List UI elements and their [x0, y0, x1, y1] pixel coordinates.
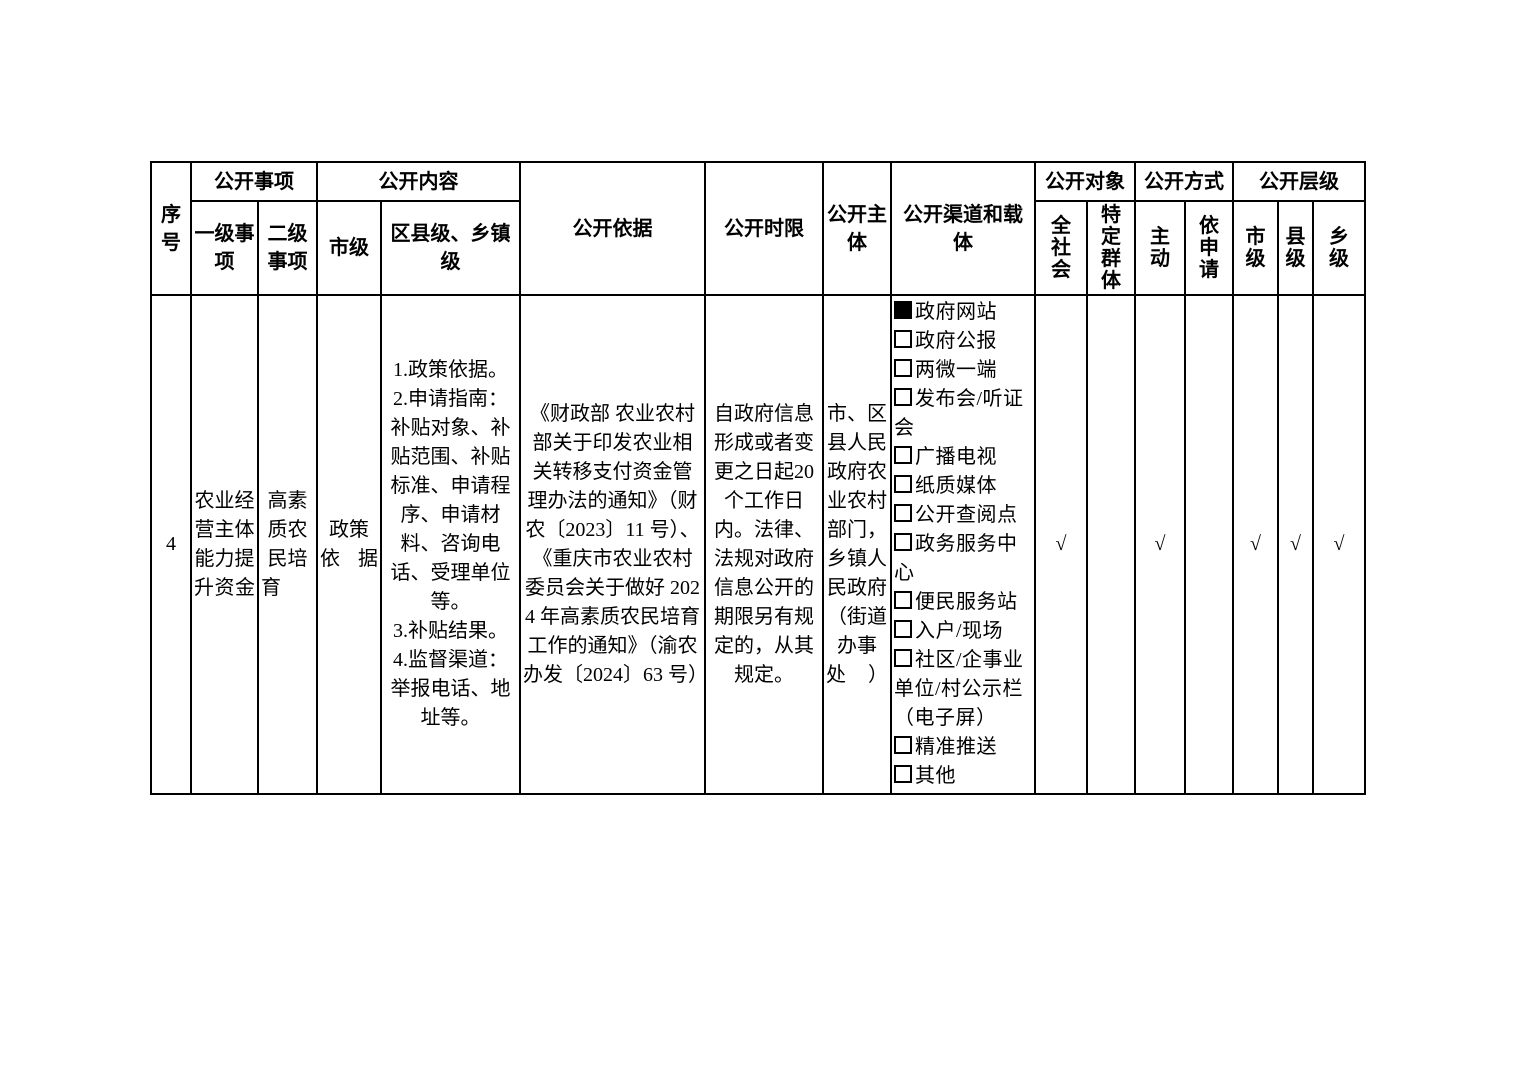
- channel-item: 两微一端: [894, 356, 1032, 385]
- county-content-line: 2.申请指南：补贴对象、补贴范围、补贴标准、申请程序、申请材料、咨询电话、受理单…: [390, 388, 511, 613]
- checkbox-icon: [894, 359, 912, 377]
- header-group-audience: 公开对象: [1034, 161, 1136, 202]
- header-group-method: 公开方式: [1134, 161, 1234, 202]
- header-city-level: 市级: [1232, 200, 1279, 296]
- cell-city-content: 政策依据: [316, 294, 382, 795]
- channel-label: 公开查阅点: [915, 504, 1018, 526]
- channel-label: 政府网站: [915, 301, 997, 323]
- header-time-limit: 公开时限: [704, 161, 824, 296]
- checkbox-icon: [894, 591, 912, 609]
- channel-label: 精准推送: [915, 736, 997, 758]
- checkbox-icon: [894, 301, 912, 319]
- checkbox-icon: [894, 446, 912, 464]
- channel-label: 便民服务站: [915, 591, 1018, 613]
- header-whole-society: 全社会: [1034, 200, 1088, 296]
- header-proactive-label: 主动: [1150, 226, 1170, 270]
- channel-item: 政府网站: [894, 298, 1032, 327]
- channel-label: 发布会/听证会: [894, 388, 1024, 439]
- channel-item: 其他: [894, 762, 1032, 791]
- channel-label: 纸质媒体: [915, 475, 997, 497]
- cell-time-limit: 自政府信息形成或者变更之日起20个工作日内。法律、法规对政府信息公开的期限另有规…: [704, 294, 824, 795]
- header-level1-item: 一级事项: [190, 200, 259, 296]
- header-channels: 公开渠道和载体: [890, 161, 1036, 296]
- channel-label: 社区/企事业单位/村公示栏（电子屏）: [894, 649, 1024, 729]
- channel-label: 政府公报: [915, 330, 997, 352]
- channel-item: 便民服务站: [894, 588, 1032, 617]
- mark-on-request: [1184, 294, 1234, 795]
- cell-county-content: 1.政策依据。 2.申请指南：补贴对象、补贴范围、补贴标准、申请程序、申请材料、…: [380, 294, 521, 795]
- channel-item: 精准推送: [894, 733, 1032, 762]
- channel-item: 社区/企事业单位/村公示栏（电子屏）: [894, 646, 1032, 733]
- channel-label: 广播电视: [915, 446, 997, 468]
- header-city-level-label: 市级: [1245, 226, 1266, 270]
- cell-level1-item: 农业经营主体能力提升资金: [190, 294, 259, 795]
- header-specific-groups-label: 特定群体: [1101, 204, 1121, 292]
- checkbox-icon: [894, 533, 912, 551]
- header-specific-groups: 特定群体: [1086, 200, 1136, 296]
- mark-county-level: √: [1277, 294, 1314, 795]
- channel-item: 纸质媒体: [894, 472, 1032, 501]
- channel-item: 政府公报: [894, 327, 1032, 356]
- channel-label: 入户/现场: [915, 620, 1004, 642]
- header-basis: 公开依据: [519, 161, 706, 296]
- channel-label: 其他: [915, 765, 956, 787]
- checkbox-icon: [894, 475, 912, 493]
- checkbox-icon: [894, 388, 912, 406]
- mark-specific-groups: [1086, 294, 1136, 795]
- header-whole-society-label: 全社会: [1051, 215, 1071, 281]
- county-content-line: 4.监督渠道：举报电话、地址等。: [390, 649, 511, 729]
- mark-proactive: √: [1134, 294, 1186, 795]
- disclosure-table: 序号 公开事项 公开内容 公开依据 公开时限 公开主体 公开渠道和载体 公开对象…: [150, 161, 1367, 795]
- checkbox-icon: [894, 649, 912, 667]
- header-county-township: 区县级、乡镇级: [380, 200, 521, 296]
- header-county-level: 县级: [1277, 200, 1314, 296]
- header-county-level-label: 县级: [1285, 226, 1306, 270]
- header-seq: 序号: [150, 161, 192, 296]
- checkbox-icon: [894, 765, 912, 783]
- header-proactive: 主动: [1134, 200, 1186, 296]
- checkbox-icon: [894, 620, 912, 638]
- mark-city-level: √: [1232, 294, 1279, 795]
- cell-seq: 4: [150, 294, 192, 795]
- mark-whole-society: √: [1034, 294, 1088, 795]
- channel-label: 政务服务中心: [894, 533, 1018, 584]
- county-content-line: 1.政策依据。: [393, 359, 508, 381]
- channel-item: 入户/现场: [894, 617, 1032, 646]
- cell-level2-item: 高素质农民培育: [257, 294, 318, 795]
- mark-township-level: √: [1311, 294, 1367, 795]
- header-township-level: 乡级: [1311, 200, 1367, 296]
- channel-label: 两微一端: [915, 359, 997, 381]
- channel-item: 公开查阅点: [894, 501, 1032, 530]
- cell-channels: 政府网站 政府公报 两微一端 发布会/听证会 广播电视 纸质媒体 公开查阅点 政…: [890, 294, 1036, 795]
- header-group-level: 公开层级: [1231, 161, 1367, 202]
- header-subject: 公开主体: [822, 161, 892, 296]
- header-group-content: 公开内容: [316, 161, 521, 202]
- header-group-matters: 公开事项: [190, 161, 318, 202]
- header-township-level-label: 乡级: [1329, 226, 1350, 270]
- header-city: 市级: [316, 200, 382, 296]
- header-on-request-label: 依申请: [1199, 215, 1219, 281]
- county-content-line: 3.补贴结果。: [393, 620, 508, 642]
- header-level2-item: 二级事项: [257, 200, 318, 296]
- checkbox-icon: [894, 736, 912, 754]
- cell-basis: 《财政部 农业农村部关于印发农业相关转移支付资金管理办法的通知》（财农〔2023…: [519, 294, 706, 795]
- cell-subject: 市、区县人民政府农业农村部门，乡镇人民政府（街道办事处）: [822, 294, 892, 795]
- header-on-request: 依申请: [1184, 200, 1234, 296]
- channel-item: 政务服务中心: [894, 530, 1032, 588]
- checkbox-icon: [894, 330, 912, 348]
- channel-item: 广播电视: [894, 443, 1032, 472]
- checkbox-icon: [894, 504, 912, 522]
- channel-item: 发布会/听证会: [894, 385, 1032, 443]
